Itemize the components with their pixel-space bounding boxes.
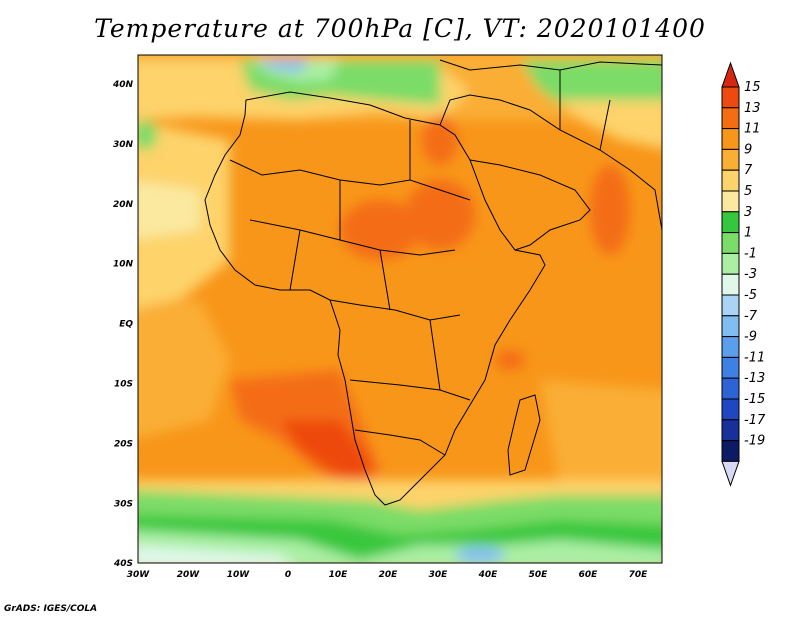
lat-tick-label: 10S bbox=[114, 380, 133, 390]
colorbar-swatch bbox=[721, 169, 740, 192]
temperature-field bbox=[138, 55, 662, 563]
lon-tick-label: 20E bbox=[379, 570, 399, 580]
colorbar-label: 9 bbox=[744, 142, 752, 157]
colorbar-label: -7 bbox=[744, 309, 758, 324]
colorbar-label: 15 bbox=[744, 80, 761, 95]
colorbar-swatch bbox=[721, 232, 740, 254]
colorbar-label: 1 bbox=[744, 226, 752, 241]
colorbar-label: -15 bbox=[744, 392, 765, 407]
colorbar-swatch bbox=[721, 211, 740, 234]
colorbar-swatch bbox=[721, 252, 740, 275]
lon-tick-label: 0 bbox=[285, 570, 291, 580]
colorbar-label: -9 bbox=[744, 330, 757, 345]
colorbar-label: -1 bbox=[744, 246, 757, 261]
lon-tick-label: 20W bbox=[177, 570, 201, 580]
lat-tick-label: 30N bbox=[113, 140, 134, 150]
lon-tick-label: 10W bbox=[227, 570, 251, 580]
chart-title: Temperature at 700hPa [C], VT: 202010140… bbox=[94, 14, 706, 43]
colorbar-label: -11 bbox=[744, 350, 765, 365]
colorbar-label: -3 bbox=[744, 267, 757, 282]
lon-tick-label: 30W bbox=[127, 570, 151, 580]
map-frame bbox=[137, 54, 663, 564]
lon-tick-label: 70E bbox=[629, 570, 649, 580]
colorbar-swatch bbox=[721, 273, 740, 296]
lat-tick-label: 10N bbox=[113, 260, 134, 270]
colorbar-label: 3 bbox=[744, 205, 752, 220]
colorbar-swatch bbox=[721, 336, 740, 358]
colorbar: 15 13 11 9 7 5 3 1 -1 -3 -5 -7 -9 -11 -13 -15 -17 -19 bbox=[721, 61, 766, 487]
colorbar-label: 7 bbox=[744, 163, 753, 178]
lat-tick-label: 40N bbox=[112, 80, 134, 90]
lon-tick-label: 60E bbox=[579, 570, 599, 580]
lon-tick-label: 40E bbox=[478, 570, 499, 580]
colorbar-swatch bbox=[721, 148, 740, 171]
colorbar-label: -5 bbox=[744, 288, 757, 303]
colorbar-swatch bbox=[721, 398, 740, 421]
lat-tick-label: 40S bbox=[113, 559, 133, 569]
lat-tick-label: 20S bbox=[114, 439, 133, 449]
coastlines bbox=[204, 59, 662, 506]
colorbar-swatch bbox=[721, 419, 740, 442]
colorbar-label: -17 bbox=[744, 413, 766, 428]
lon-tick-label: 30E bbox=[429, 570, 449, 580]
colorbar-swatch bbox=[721, 86, 740, 109]
colorbar-label: -19 bbox=[744, 434, 765, 449]
colorbar-swatch bbox=[721, 107, 740, 130]
longitude-axis: 30W 20W 10W 0 10E 20E 30E 40E 50E 60E 70E bbox=[127, 570, 648, 580]
colorbar-label: 13 bbox=[744, 101, 761, 116]
colorbar-swatch bbox=[721, 377, 740, 400]
colorbar-label: -13 bbox=[744, 371, 765, 386]
colorbar-swatch bbox=[721, 315, 740, 338]
grads-credit: GrADS: IGES/COLA bbox=[4, 604, 98, 614]
colorbar-label: 5 bbox=[744, 184, 752, 199]
colorbar-swatch bbox=[721, 440, 740, 462]
colorbar-top-arrow bbox=[721, 61, 740, 88]
lat-tick-label: 20N bbox=[113, 200, 134, 210]
lon-tick-label: 10E bbox=[329, 570, 349, 580]
colorbar-swatch bbox=[721, 128, 740, 150]
lat-tick-label: 30S bbox=[114, 499, 133, 509]
colorbar-label: 11 bbox=[744, 122, 761, 137]
colorbar-swatch bbox=[721, 294, 740, 317]
lon-tick-label: 50E bbox=[529, 570, 549, 580]
colorbar-swatch bbox=[721, 190, 740, 213]
colorbar-swatch bbox=[721, 356, 740, 379]
lat-tick-label: EQ bbox=[119, 320, 133, 330]
latitude-axis: 40N 30N 20N 10N EQ 10S 20S 30S 40S bbox=[112, 80, 134, 569]
colorbar-bottom-arrow bbox=[721, 460, 740, 487]
